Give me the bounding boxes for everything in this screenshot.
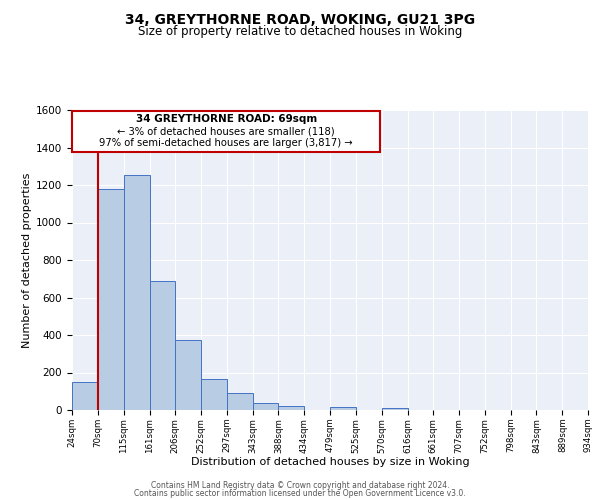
Bar [330,407,356,410]
X-axis label: Distribution of detached houses by size in Woking: Distribution of detached houses by size … [191,456,469,466]
Bar [72,382,98,410]
Text: Size of property relative to detached houses in Woking: Size of property relative to detached ho… [138,25,462,38]
FancyBboxPatch shape [72,111,380,152]
Bar [253,404,278,410]
Bar [278,406,304,410]
Text: 34, GREYTHORNE ROAD, WOKING, GU21 3PG: 34, GREYTHORNE ROAD, WOKING, GU21 3PG [125,12,475,26]
Bar [227,393,253,410]
Text: 97% of semi-detached houses are larger (3,817) →: 97% of semi-detached houses are larger (… [100,138,353,148]
Y-axis label: Number of detached properties: Number of detached properties [22,172,32,348]
Text: 34 GREYTHORNE ROAD: 69sqm: 34 GREYTHORNE ROAD: 69sqm [136,114,317,124]
Bar [201,380,227,410]
Bar [98,189,124,410]
Text: Contains HM Land Registry data © Crown copyright and database right 2024.: Contains HM Land Registry data © Crown c… [151,480,449,490]
Text: Contains public sector information licensed under the Open Government Licence v3: Contains public sector information licen… [134,490,466,498]
Bar [382,408,407,410]
Bar [124,174,149,410]
Bar [149,281,175,410]
Text: ← 3% of detached houses are smaller (118): ← 3% of detached houses are smaller (118… [118,127,335,137]
Bar [175,340,201,410]
